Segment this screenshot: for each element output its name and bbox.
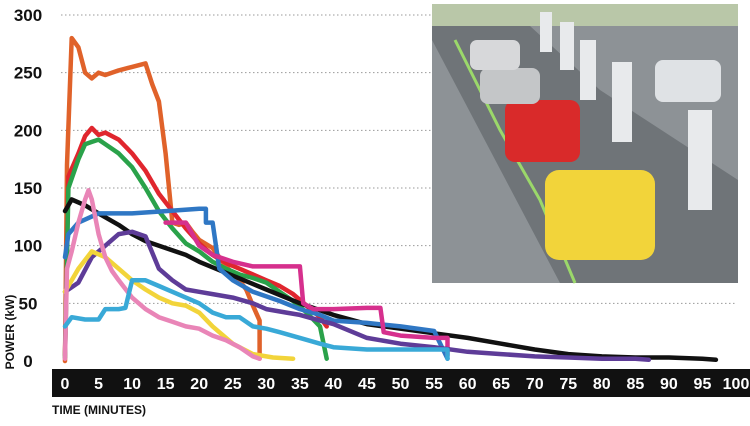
y-tick-label: 0 bbox=[23, 352, 32, 371]
gridlines bbox=[61, 14, 736, 304]
x-tick-label: 35 bbox=[291, 376, 309, 393]
photo-charger-post bbox=[688, 110, 712, 210]
x-tick-label: 60 bbox=[459, 376, 477, 393]
series-line-cyan bbox=[62, 278, 450, 361]
photo-charger-post bbox=[580, 40, 596, 100]
photo-yellow-car bbox=[545, 170, 655, 260]
x-tick-label: 40 bbox=[325, 376, 343, 393]
x-tick-label: 65 bbox=[492, 376, 510, 393]
x-tick-label: 15 bbox=[157, 376, 175, 393]
x-tick-label: 85 bbox=[626, 376, 644, 393]
y-tick-label: 200 bbox=[14, 121, 42, 140]
y-tick-label: 150 bbox=[14, 179, 42, 198]
series-line-red bbox=[62, 125, 329, 358]
y-tick-label: 250 bbox=[14, 64, 42, 83]
axis-titles: POWER (kW) TIME (MINUTES) bbox=[3, 295, 146, 417]
photo-far-car bbox=[655, 60, 721, 102]
series-line-pink bbox=[62, 188, 262, 361]
photo-charger-post bbox=[540, 12, 552, 52]
series-line-magenta bbox=[163, 220, 450, 358]
x-tick-label: 100 bbox=[723, 376, 750, 393]
x-tick-label: 0 bbox=[61, 376, 70, 393]
x-tick-label: 75 bbox=[559, 376, 577, 393]
photo-charger-post bbox=[560, 22, 574, 70]
x-tick-label: 30 bbox=[257, 376, 275, 393]
x-tick-label: 10 bbox=[123, 376, 141, 393]
photo-charger-post bbox=[612, 62, 632, 142]
series-line-blue bbox=[62, 206, 450, 361]
series-lines bbox=[62, 35, 719, 364]
x-axis-title: TIME (MINUTES) bbox=[52, 403, 146, 417]
x-tick-label: 5 bbox=[94, 376, 103, 393]
photo-white-car bbox=[470, 40, 520, 70]
photo-red-car bbox=[505, 100, 580, 162]
x-axis: 0 5 10 15 20 25 30 35 40 45 50 55 60 65 70 75 80 85 90 95 10… bbox=[52, 369, 750, 397]
x-tick-label: 45 bbox=[358, 376, 376, 393]
x-tick-label: 95 bbox=[694, 376, 712, 393]
x-tick-label: 55 bbox=[425, 376, 443, 393]
y-tick-label: 300 bbox=[14, 6, 42, 25]
y-tick-label: 50 bbox=[19, 294, 38, 313]
x-tick-label: 90 bbox=[660, 376, 678, 393]
y-tick-label: 100 bbox=[14, 237, 42, 256]
y-axis: 0 50 100 150 200 250 300 bbox=[14, 6, 42, 371]
x-axis-bar bbox=[52, 369, 750, 397]
photo-silver-car bbox=[480, 68, 540, 104]
x-tick-label: 50 bbox=[392, 376, 410, 393]
x-tick-label: 25 bbox=[224, 376, 242, 393]
x-tick-label: 70 bbox=[526, 376, 544, 393]
x-tick-label: 80 bbox=[593, 376, 611, 393]
ev-charging-station-photo bbox=[432, 4, 738, 284]
y-axis-title: POWER (kW) bbox=[3, 295, 17, 370]
series-line-green bbox=[62, 137, 329, 361]
x-tick-label: 20 bbox=[190, 376, 208, 393]
series-line-purple bbox=[62, 229, 652, 363]
photo-grass-strip bbox=[432, 4, 738, 26]
